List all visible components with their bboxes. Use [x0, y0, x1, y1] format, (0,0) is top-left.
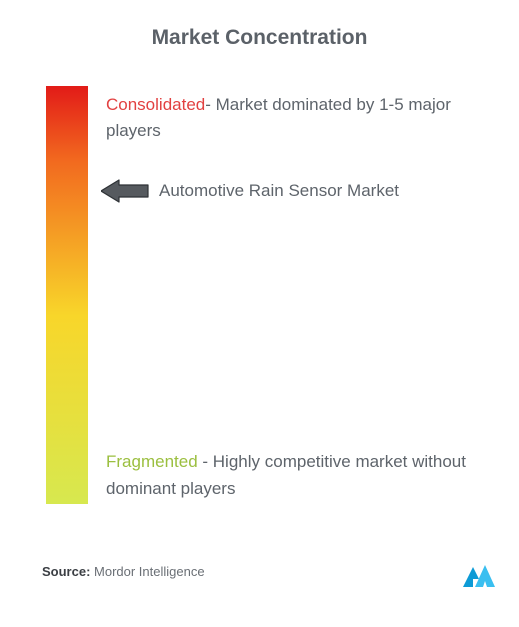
fragmented-label: Fragmented - Highly competitive market w…: [106, 448, 489, 502]
consolidated-label: Consolidated- Market dominated by 1-5 ma…: [106, 92, 489, 145]
fragmented-lead: Fragmented: [106, 452, 198, 471]
arrow-left-icon: [101, 178, 149, 204]
source-attribution: Source: Mordor Intelligence: [42, 564, 205, 579]
source-text: Mordor Intelligence: [90, 564, 204, 579]
consolidated-lead: Consolidated: [106, 95, 205, 114]
mordor-logo-icon: [459, 561, 499, 591]
market-marker: Automotive Rain Sensor Market: [101, 178, 499, 204]
concentration-gradient-bar: [46, 86, 88, 504]
source-label: Source:: [42, 564, 90, 579]
page-title: Market Concentration: [0, 26, 519, 50]
market-marker-label: Automotive Rain Sensor Market: [159, 181, 399, 201]
